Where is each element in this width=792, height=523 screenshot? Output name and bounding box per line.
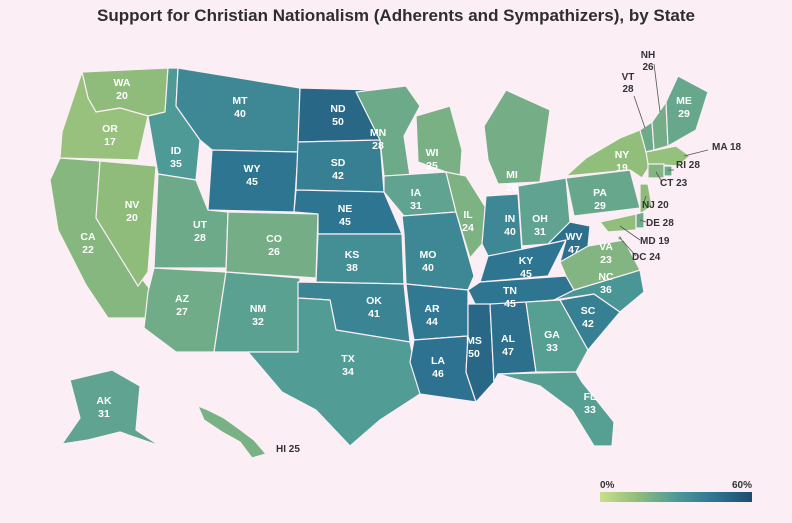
leader-line-nj	[643, 195, 647, 203]
state-label-ri: RI 28	[676, 160, 700, 171]
state-mn	[355, 85, 421, 177]
state-label-hi: HI 25	[276, 444, 300, 455]
state-wv	[547, 221, 591, 263]
state-label-tn: TN 45	[503, 285, 517, 310]
state-label-dc: DC 24	[632, 252, 661, 263]
state-ma	[645, 145, 691, 167]
state-label-id: ID 35	[170, 145, 182, 170]
map-title: Support for Christian Nationalism (Adher…	[97, 6, 695, 25]
state-label-pa: PA 29	[593, 187, 607, 212]
state-label-mt: MT 40	[232, 95, 248, 120]
state-wi	[415, 105, 463, 179]
state-label-ga: GA 33	[544, 329, 560, 354]
state-label-sd: SD 42	[331, 157, 346, 182]
state-label-ut: UT 28	[193, 219, 208, 244]
state-label-co: CO 26	[266, 233, 282, 258]
state-label-ct: CT 23	[660, 178, 688, 189]
state-fl	[497, 371, 615, 447]
state-in	[481, 193, 523, 257]
state-label-ks: KS 38	[345, 249, 360, 274]
state-ks	[315, 233, 405, 285]
state-label-sc: SC 42	[581, 305, 596, 330]
leader-line-de	[639, 219, 647, 223]
state-label-in: IN 40	[504, 213, 516, 238]
state-ri	[663, 165, 673, 177]
state-label-nh: NH 26	[641, 50, 655, 73]
state-label-nm: NM 32	[250, 303, 267, 328]
state-label-ak: AK 31	[96, 395, 112, 420]
state-label-wv: WV 47	[566, 231, 583, 256]
state-label-al: AL 47	[501, 333, 516, 358]
state-label-fl: FL 33	[584, 391, 597, 416]
legend-gradient-bar	[600, 492, 752, 502]
state-label-ca: CA 22	[80, 231, 96, 256]
state-label-or: OR 17	[102, 123, 118, 148]
state-label-me: ME 29	[676, 95, 692, 120]
state-or	[59, 71, 149, 161]
state-label-ne: NE 45	[338, 203, 353, 228]
state-label-mo: MO 40	[420, 249, 437, 274]
leader-line-ma	[683, 149, 709, 157]
leader-line-ct	[655, 171, 663, 183]
state-ky	[479, 239, 567, 283]
state-label-nc: NC 36	[598, 271, 614, 296]
state-label-va: VA 23	[599, 241, 613, 266]
state-tx	[247, 297, 421, 447]
state-ny	[565, 129, 653, 179]
state-hi	[197, 405, 267, 459]
state-nv	[95, 160, 157, 287]
state-label-tx: TX 34	[341, 353, 354, 378]
state-label-mn: MN 28	[370, 127, 386, 152]
color-legend: 0% 60%	[600, 480, 752, 502]
legend-max-label: 60%	[731, 480, 752, 491]
state-nj	[639, 183, 653, 215]
state-label-ma: MA 18	[712, 142, 742, 153]
state-label-md: MD 19	[640, 236, 670, 247]
state-me	[665, 75, 709, 147]
state-co	[225, 211, 319, 279]
state-label-ok: OK 41	[366, 295, 382, 320]
state-label-nv: NV 20	[125, 199, 140, 224]
state-label-de: DE 28	[646, 218, 674, 229]
leader-line-nh	[653, 63, 661, 113]
state-label-vt: VT 28	[622, 72, 635, 95]
state-md	[599, 213, 637, 233]
state-label-ky: KY 45	[519, 255, 534, 280]
state-label-oh: OH 31	[532, 213, 548, 238]
state-label-wy: WY 45	[244, 163, 261, 188]
state-label-ny: NY 19	[615, 149, 630, 174]
state-label-il: IL 24	[462, 209, 474, 234]
state-label-nj: NJ 20	[642, 200, 669, 211]
leader-line-vt	[633, 95, 646, 129]
state-label-wa: WA 20	[114, 77, 131, 102]
legend-min-label: 0%	[600, 480, 615, 491]
leader-line-md	[619, 225, 641, 241]
state-label-az: AZ 27	[175, 293, 190, 318]
state-label-ar: AR 44	[424, 303, 440, 328]
state-ct	[647, 163, 665, 179]
state-ak	[61, 369, 161, 447]
state-label-wi: WI 25	[426, 147, 439, 172]
state-label-mi: MI 26	[506, 169, 518, 194]
state-label-nd: ND 50	[330, 103, 346, 128]
leader-line-dc	[619, 237, 637, 257]
state-label-la: LA 46	[431, 355, 445, 380]
state-label-ms: MS 50	[466, 335, 482, 360]
state-label-ia: IA 31	[410, 187, 422, 212]
